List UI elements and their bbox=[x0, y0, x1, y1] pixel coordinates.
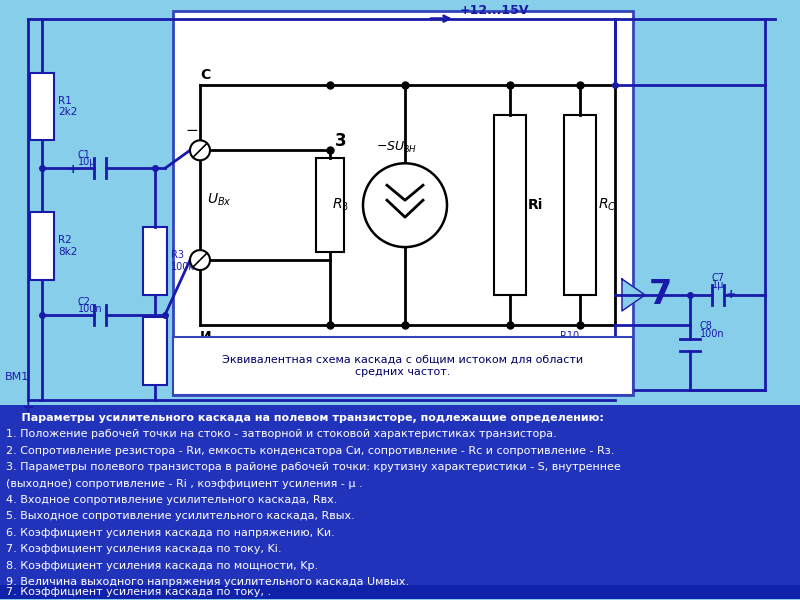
Text: R2
8k2: R2 8k2 bbox=[58, 235, 78, 257]
Text: 3: 3 bbox=[335, 133, 346, 151]
Circle shape bbox=[363, 163, 447, 247]
Text: 5. Выходное сопротивление усилительного каскада, Rвых.: 5. Выходное сопротивление усилительного … bbox=[6, 511, 354, 521]
Text: R10: R10 bbox=[560, 331, 579, 341]
Text: C8: C8 bbox=[700, 321, 713, 331]
Bar bbox=[0, 405, 800, 599]
Bar bbox=[143, 317, 167, 385]
Text: 2. Сопротивление резистора - Rи, емкость конденсатора Cи, сопротивление - Rс и с: 2. Сопротивление резистора - Rи, емкость… bbox=[6, 446, 614, 455]
Text: 100n: 100n bbox=[78, 304, 102, 314]
Bar bbox=[30, 212, 54, 280]
Text: Параметры усилительного каскада на полевом транзисторе, подлежащие определению:: Параметры усилительного каскада на полев… bbox=[6, 413, 604, 422]
Bar bbox=[0, 585, 800, 599]
Text: С: С bbox=[200, 68, 210, 82]
Text: R1
2k2: R1 2k2 bbox=[58, 95, 78, 117]
Polygon shape bbox=[622, 279, 645, 311]
Text: C2: C2 bbox=[78, 297, 91, 307]
Text: 7. Коэффициент усиления каскада по току, .: 7. Коэффициент усиления каскада по току,… bbox=[6, 587, 271, 597]
Text: C7: C7 bbox=[712, 273, 725, 283]
Text: (выходное) сопротивление - Ri , коэффициент усиления - μ .: (выходное) сопротивление - Ri , коэффици… bbox=[6, 479, 362, 488]
Bar bbox=[143, 227, 167, 295]
Text: +: + bbox=[68, 163, 78, 176]
Bar bbox=[30, 73, 54, 140]
Text: −: − bbox=[186, 124, 198, 139]
Text: R3
100k: R3 100k bbox=[171, 250, 195, 272]
Text: 4. Входное сопротивление усилительного каскада, Rвх.: 4. Входное сопротивление усилительного к… bbox=[6, 495, 338, 505]
Text: $U_{Bx}$: $U_{Bx}$ bbox=[207, 192, 232, 208]
Bar bbox=[173, 337, 633, 395]
Text: Эквивалентная схема каскада с общим истоком для области
средних частот.: Эквивалентная схема каскада с общим исто… bbox=[222, 355, 583, 377]
Text: 9. Величина выходного напряжения усилительного каскада Uмвых.: 9. Величина выходного напряжения усилите… bbox=[6, 577, 409, 587]
Text: +: + bbox=[726, 288, 737, 301]
Text: Ri: Ri bbox=[528, 198, 543, 212]
Bar bbox=[564, 115, 596, 295]
Text: ВМ1: ВМ1 bbox=[5, 372, 30, 382]
Text: 6. Коэффициент усиления каскада по напряжению, Kи.: 6. Коэффициент усиления каскада по напря… bbox=[6, 528, 334, 538]
Text: +12...15V: +12...15V bbox=[460, 4, 530, 17]
Text: 100n: 100n bbox=[700, 329, 725, 339]
Circle shape bbox=[190, 140, 210, 160]
Text: 10μ: 10μ bbox=[78, 157, 97, 167]
Text: C1: C1 bbox=[78, 151, 91, 160]
Text: R4
100k: R4 100k bbox=[171, 340, 195, 362]
Text: 1. Положение рабочей точки на стоко - затворной и стоковой характеристиках транз: 1. Положение рабочей точки на стоко - за… bbox=[6, 429, 557, 439]
Bar bbox=[494, 115, 526, 295]
Text: $R_3$: $R_3$ bbox=[332, 197, 349, 214]
Text: 8. Коэффициент усиления каскада по мощности, Kр.: 8. Коэффициент усиления каскада по мощно… bbox=[6, 561, 318, 571]
Circle shape bbox=[190, 250, 210, 270]
Text: 7. Коэффициент усиления каскада по току, Ki.: 7. Коэффициент усиления каскада по току,… bbox=[6, 544, 282, 554]
Bar bbox=[173, 11, 633, 395]
Text: И: И bbox=[200, 330, 212, 344]
Text: 7: 7 bbox=[648, 278, 672, 311]
Text: $R_C$: $R_C$ bbox=[598, 197, 617, 214]
Text: $-SU_{3H}$: $-SU_{3H}$ bbox=[377, 140, 418, 155]
Text: +: + bbox=[22, 400, 34, 415]
Bar bbox=[316, 158, 344, 252]
Text: 1μ: 1μ bbox=[712, 280, 724, 290]
Text: 3. Параметры полевого транзистора в районе рабочей точки: крутизну характеристик: 3. Параметры полевого транзистора в райо… bbox=[6, 462, 621, 472]
